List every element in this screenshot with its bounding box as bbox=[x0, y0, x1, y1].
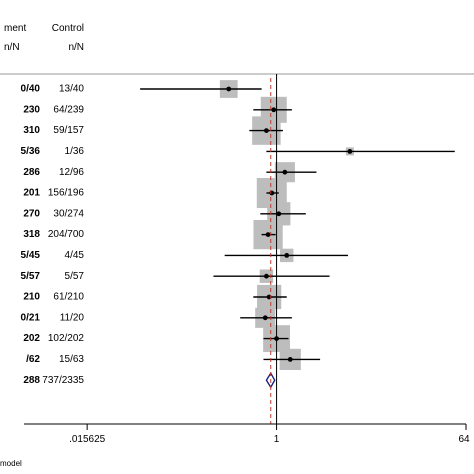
point-estimate bbox=[265, 232, 271, 238]
study-row: 0/40 13/40 bbox=[21, 80, 262, 98]
point-estimate bbox=[276, 211, 282, 217]
header-control-label: Control bbox=[52, 23, 84, 34]
point-estimate bbox=[284, 253, 290, 258]
study-row: 202 102/202 bbox=[23, 325, 290, 353]
point-estimate bbox=[271, 107, 277, 113]
point-estimate bbox=[262, 315, 268, 321]
header-treatment-sub: n/N bbox=[4, 42, 20, 53]
control-cell: 204/700 bbox=[48, 229, 85, 240]
treatment-cell: /62 bbox=[26, 354, 40, 365]
treatment-cell: 202 bbox=[23, 333, 40, 344]
point-estimate bbox=[226, 86, 232, 92]
point-estimate bbox=[282, 169, 288, 175]
control-cell: 11/20 bbox=[60, 312, 85, 323]
x-tick-label: 1 bbox=[274, 434, 280, 445]
x-tick-label: 64 bbox=[458, 434, 470, 445]
treatment-cell: 210 bbox=[23, 292, 40, 303]
treatment-cell: 286 bbox=[23, 167, 40, 178]
treatment-cell: 318 bbox=[23, 229, 40, 240]
study-row: 5/45 4/45 bbox=[21, 248, 349, 263]
treatment-cell: 230 bbox=[23, 104, 40, 115]
header-control-sub: n/N bbox=[68, 42, 84, 53]
point-estimate bbox=[264, 128, 269, 134]
study-row: 318 204/700 bbox=[23, 219, 283, 250]
overall-treatment-cell: 288 bbox=[23, 375, 40, 386]
study-row: 286 12/96 bbox=[23, 162, 317, 183]
x-axis: .015625 1 64 bbox=[24, 74, 470, 445]
control-cell: 5/57 bbox=[65, 271, 85, 282]
control-cell: 12/96 bbox=[59, 167, 84, 178]
study-row: 5/57 5/57 bbox=[21, 269, 330, 283]
treatment-cell: 5/45 bbox=[21, 250, 41, 261]
control-cell: 4/45 bbox=[65, 250, 85, 261]
control-cell: 1/36 bbox=[65, 146, 85, 157]
study-row: 310 59/157 bbox=[23, 116, 283, 145]
study-row: 201 156/196 bbox=[23, 178, 287, 208]
study-row: 210 61/210 bbox=[23, 284, 287, 310]
point-estimate bbox=[264, 273, 269, 279]
study-row: 0/21 11/20 bbox=[21, 307, 292, 328]
footer-note: model bbox=[0, 459, 22, 468]
overall-row: 288 737/2335 bbox=[23, 371, 276, 389]
control-cell: 59/157 bbox=[53, 125, 84, 136]
header-treatment-label: ment bbox=[4, 23, 26, 34]
treatment-cell: 5/36 bbox=[21, 146, 41, 157]
control-cell: 13/40 bbox=[59, 84, 84, 95]
point-estimate bbox=[269, 190, 275, 196]
point-estimate bbox=[287, 357, 293, 362]
treatment-cell: 0/40 bbox=[21, 84, 41, 95]
control-cell: 30/274 bbox=[53, 208, 84, 219]
control-cell: 64/239 bbox=[53, 104, 84, 115]
control-cell: 61/210 bbox=[53, 292, 84, 303]
treatment-cell: 5/57 bbox=[21, 271, 41, 282]
study-row: /62 15/63 bbox=[26, 348, 321, 371]
study-row: 230 64/239 bbox=[23, 96, 292, 123]
treatment-cell: 201 bbox=[23, 188, 40, 199]
study-row: 5/36 1/36 bbox=[21, 146, 455, 157]
control-cell: 156/196 bbox=[48, 188, 85, 199]
overall-control-cell: 737/2335 bbox=[42, 375, 84, 386]
treatment-cell: 0/21 bbox=[21, 312, 41, 323]
x-tick-label: .015625 bbox=[69, 434, 106, 445]
point-estimate bbox=[347, 149, 353, 154]
control-cell: 102/202 bbox=[48, 333, 85, 344]
rows-layer: 0/40 13/40 230 64/239 310 59/157 5/36 1/36 286 12… bbox=[21, 80, 455, 389]
control-cell: 15/63 bbox=[59, 354, 84, 365]
study-row: 270 30/274 bbox=[23, 202, 306, 226]
treatment-cell: 270 bbox=[23, 208, 40, 219]
treatment-cell: 310 bbox=[23, 125, 40, 136]
